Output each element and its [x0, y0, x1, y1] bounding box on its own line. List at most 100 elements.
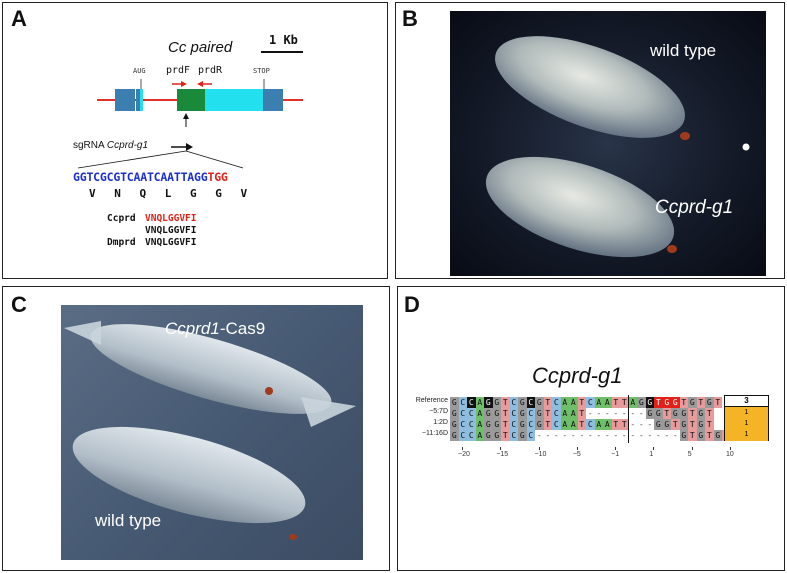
nucleotide: G: [688, 397, 697, 408]
protein-alignment: Ccprd VNQLGGVFI VNQLGGVFI Dmprd VNQLGGVF…: [107, 213, 196, 249]
nucleotide: -: [579, 431, 585, 440]
exon-1: [115, 89, 135, 111]
nucleotide: C: [467, 419, 476, 430]
nucleotide: T: [705, 419, 714, 430]
nucleotide: T: [577, 408, 586, 419]
nucleotide: A: [560, 419, 569, 430]
axis-tick-mark: [691, 447, 693, 450]
nucleotide: -: [638, 409, 644, 418]
exon-2b: [140, 89, 143, 111]
nucleotide: -: [553, 431, 559, 440]
panel-d: D Ccprd-g1 Reference −5:7D 1:2D −11:16D …: [397, 286, 785, 571]
exon-3-green: [177, 89, 205, 111]
nucleotide: C: [526, 408, 535, 419]
nucleotide: -: [630, 420, 636, 429]
axis-tick-label: 1: [649, 451, 654, 458]
nucleotide: T: [654, 397, 663, 408]
count-header: 3: [725, 396, 768, 407]
count-column: 3 1 1 1: [724, 395, 769, 441]
nucleotide: G: [484, 397, 493, 408]
axis-tick-mark: [730, 447, 731, 450]
nucleotide: C: [586, 397, 595, 408]
row-label-1: −5:7D: [429, 408, 448, 415]
nucleotide: C: [467, 397, 476, 408]
nucleotide: C: [526, 397, 535, 408]
nucleotide: T: [713, 397, 722, 408]
nucleotide: G: [671, 397, 680, 408]
nucleotide: C: [509, 408, 518, 419]
target-sequence: GGTCGCGTCAATCAATTAGGTGG: [73, 170, 228, 184]
nucleotide: G: [645, 397, 654, 408]
nucleotide: G: [492, 430, 501, 441]
nucleotide: G: [696, 430, 705, 441]
nucleotide: T: [577, 397, 586, 408]
panel-d-label: D: [404, 292, 420, 317]
nucleotide: C: [458, 408, 467, 419]
nucleotide: C: [509, 419, 518, 430]
nucleotide: G: [518, 408, 527, 419]
nucleotide: A: [475, 408, 484, 419]
nucleotide: G: [679, 430, 688, 441]
nucleotide: G: [671, 408, 680, 419]
larva-mutant: [485, 156, 675, 258]
axis-tick-mark: [615, 447, 617, 450]
nucleotide: C: [552, 419, 561, 430]
panel-c: C Ccprd1-Cas9 wild type: [2, 286, 390, 571]
nucleotide: A: [560, 408, 569, 419]
nucleotide: T: [577, 419, 586, 430]
nucleotide: G: [713, 430, 722, 441]
nucleotide: A: [594, 419, 603, 430]
nucleotide: A: [475, 397, 484, 408]
nucleotide: G: [492, 419, 501, 430]
nucleotide: -: [604, 431, 610, 440]
nucleotide: G: [662, 397, 671, 408]
nucleotide: G: [484, 408, 493, 419]
nucleotide: A: [628, 397, 637, 408]
nucleotide: -: [621, 431, 627, 440]
nucleotide: -: [587, 409, 593, 418]
caption-mutant-b: Ccprd-g1: [655, 197, 734, 218]
nucleotide: T: [620, 397, 629, 408]
nucleotide: -: [587, 431, 593, 440]
aug-label: AUG: [133, 67, 146, 75]
nucleotide: C: [458, 397, 467, 408]
nucleotide: A: [603, 397, 612, 408]
align-row-ccprd: Ccprd VNQLGGVFI: [107, 213, 197, 224]
nucleotide: G: [654, 419, 663, 430]
gene-name: Cc paired: [168, 39, 233, 56]
count-3: 1: [744, 431, 749, 438]
row-label-reference: Reference: [415, 397, 448, 404]
nucleotide: A: [475, 419, 484, 430]
nucleotide: G: [679, 419, 688, 430]
count-1: 1: [744, 409, 749, 416]
caption-cas9: Ccprd1-Cas9: [165, 319, 266, 338]
caption-wild-type-b: wild type: [650, 41, 717, 60]
nucleotide: -: [655, 431, 661, 440]
nucleotide: C: [552, 397, 561, 408]
larvae-photo-b: wild type Ccprd-g1: [450, 11, 766, 276]
nucleotide: G: [450, 430, 459, 441]
nucleotide: G: [518, 397, 527, 408]
alignment-title: Ccprd-g1: [532, 363, 623, 388]
target-seq-protospacer: GGTCGCGTCAATCAATTAGG: [73, 170, 208, 184]
nucleotide: A: [569, 408, 578, 419]
nucleotide: G: [696, 408, 705, 419]
nucleotide: G: [679, 408, 688, 419]
nucleotide: G: [535, 419, 544, 430]
nucleotide: -: [596, 409, 602, 418]
nucleotide: T: [543, 419, 552, 430]
nucleotide: -: [638, 431, 644, 440]
nucleotide: G: [654, 408, 663, 419]
nucleotide: -: [638, 420, 644, 429]
target-seq-pam: TGG: [207, 170, 228, 184]
nucleotide: A: [560, 397, 569, 408]
nucleotide: -: [621, 409, 627, 418]
nucleotide: T: [671, 419, 680, 430]
nucleotide: G: [535, 397, 544, 408]
primer-r-arrow: [197, 81, 203, 87]
nucleotide: -: [664, 431, 670, 440]
nucleotide: G: [696, 419, 705, 430]
nucleotide: G: [492, 397, 501, 408]
